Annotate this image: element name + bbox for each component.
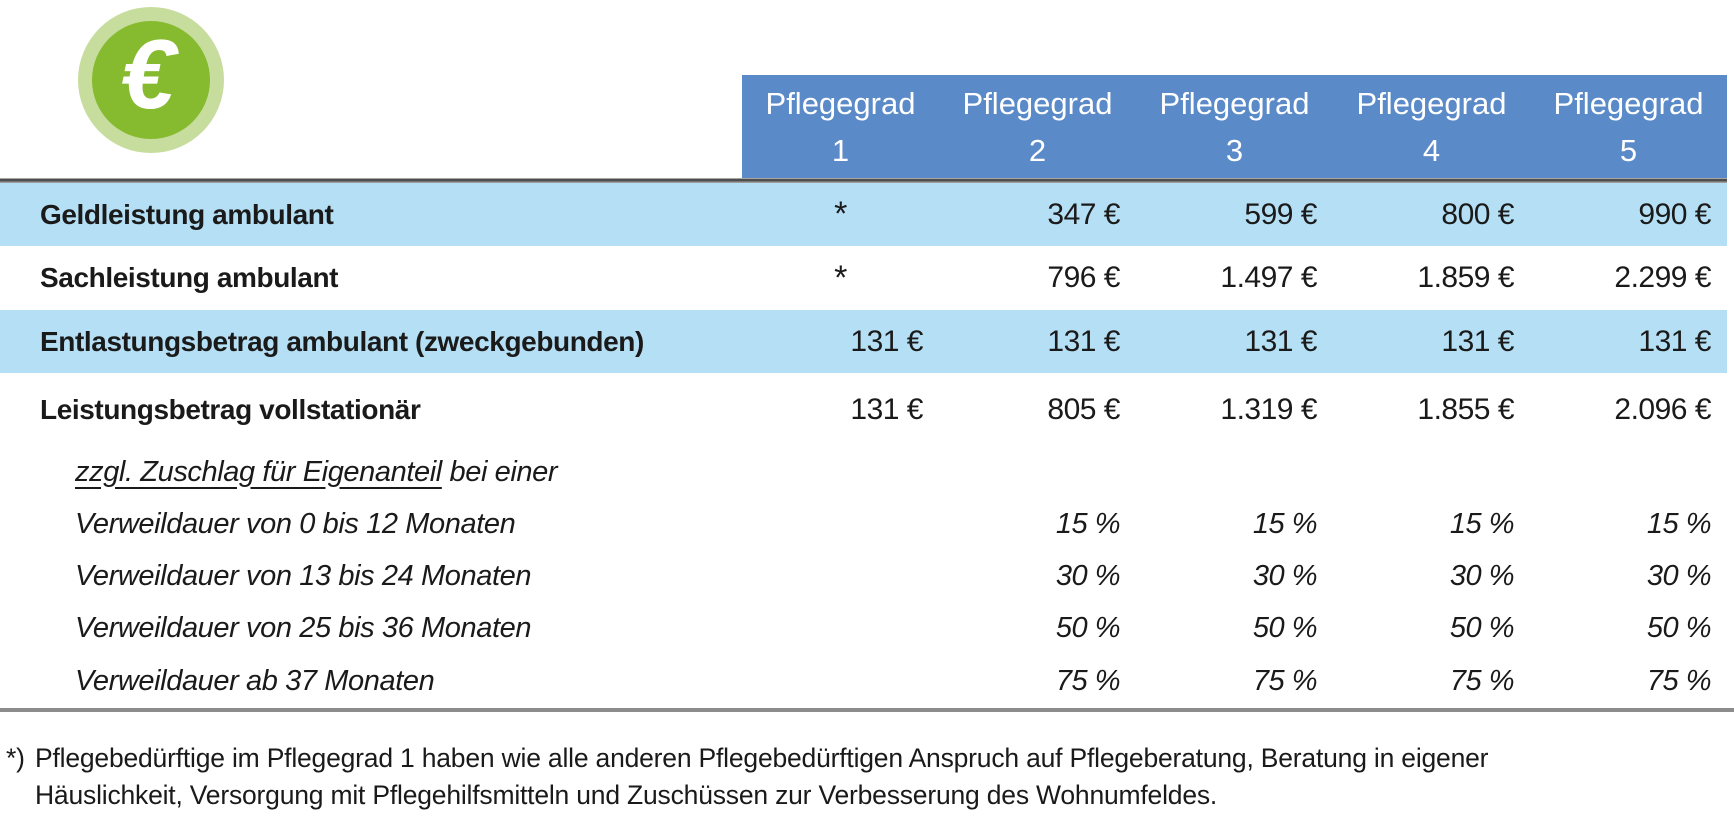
cell-value: * (834, 258, 847, 297)
cell-value: 2.299 € (1614, 261, 1711, 294)
euro-coin-inner: € (92, 18, 210, 139)
table-subrow-verweildauer-ab-37: Verweildauer ab 37 Monaten 75 % 75 % 75 … (0, 654, 1727, 708)
cell-value: 131 € (1047, 324, 1120, 358)
table-top-rule (0, 178, 1727, 183)
subrow-label-rest: bei einer (441, 455, 558, 488)
cell-value: 15 % (1449, 507, 1515, 540)
cell-value: 1.497 € (1220, 261, 1317, 294)
row-label: Geldleistung ambulant (40, 198, 334, 230)
footnote: *) Pflegebedürftige im Pflegegrad 1 habe… (6, 740, 1488, 814)
cell-value: 2.096 € (1614, 392, 1711, 426)
cell-value: 131 € (1244, 324, 1317, 358)
header-col-pflegegrad-3: Pflegegrad 3 (1136, 75, 1333, 178)
row-label: Entlastungsbetrag ambulant (zweckgebunde… (40, 325, 644, 357)
footnote-line-2: Häuslichkeit, Versorgung mit Pflegehilfs… (35, 780, 1218, 810)
header-col-pflegegrad-2: Pflegegrad 2 (939, 75, 1136, 178)
cell-value: 131 € (850, 324, 923, 358)
subrow-label: Verweildauer ab 37 Monaten (75, 664, 435, 697)
cell-value: * (834, 195, 847, 233)
cell-value: 1.859 € (1417, 261, 1514, 294)
table-subrow-zuschlag-header: zzgl. Zuschlag für Eigenanteil bei einer (0, 446, 1727, 498)
cell-value: 599 € (1244, 197, 1317, 231)
header-label: Pflegegrad (765, 85, 916, 121)
table-row-geldleistung: Geldleistung ambulant * 347 € 599 € 800 … (0, 183, 1727, 246)
table-row-sachleistung: Sachleistung ambulant * 796 € 1.497 € 1.… (0, 246, 1727, 310)
cell-value: 75 % (1646, 664, 1712, 697)
header-col-pflegegrad-1: Pflegegrad 1 (742, 75, 939, 178)
table-subrow-verweildauer-0-12: Verweildauer von 0 bis 12 Monaten 15 % 1… (0, 498, 1727, 550)
header-number: 1 (831, 132, 850, 168)
cell-value: 30 % (1055, 559, 1121, 592)
euro-coin-icon: € (78, 7, 224, 153)
table-header-row: Pflegegrad 1 Pflegegrad 2 Pflegegrad 3 P… (742, 75, 1727, 178)
footnote-line-1: Pflegebedürftige im Pflegegrad 1 haben w… (35, 743, 1489, 773)
cell-value: 50 % (1055, 611, 1121, 644)
cell-value: 131 € (1638, 324, 1711, 358)
cell-value: 990 € (1638, 197, 1711, 231)
cell-value: 30 % (1449, 559, 1515, 592)
header-number: 5 (1619, 132, 1638, 168)
subrow-label: Verweildauer von 0 bis 12 Monaten (75, 507, 516, 540)
row-label: Leistungsbetrag vollstationär (40, 393, 421, 425)
table-bottom-rule (0, 708, 1734, 712)
cell-value: 15 % (1252, 507, 1318, 540)
table-subrow-verweildauer-25-36: Verweildauer von 25 bis 36 Monaten 50 % … (0, 602, 1727, 654)
footnote-marker: *) (6, 743, 25, 773)
cell-value: 15 % (1646, 507, 1712, 540)
header-number: 2 (1028, 132, 1047, 168)
cell-value: 1.855 € (1417, 392, 1514, 426)
table-row-entlastungsbetrag: Entlastungsbetrag ambulant (zweckgebunde… (0, 310, 1727, 373)
table-subrow-verweildauer-13-24: Verweildauer von 13 bis 24 Monaten 30 % … (0, 550, 1727, 602)
header-number: 3 (1225, 132, 1244, 168)
header-label: Pflegegrad (1553, 85, 1704, 121)
euro-symbol: € (120, 18, 176, 129)
cell-value: 131 € (850, 392, 923, 426)
cell-value: 805 € (1047, 392, 1120, 426)
row-label: Sachleistung ambulant (40, 262, 339, 293)
header-label: Pflegegrad (1159, 85, 1310, 121)
cell-value: 50 % (1252, 611, 1318, 644)
cell-value: 1.319 € (1220, 392, 1317, 426)
subrow-label: Verweildauer von 13 bis 24 Monaten (75, 559, 532, 592)
cell-value: 50 % (1646, 611, 1712, 644)
header-label: Pflegegrad (1356, 85, 1507, 121)
table-row-leistungsbetrag: Leistungsbetrag vollstationär 131 € 805 … (0, 373, 1727, 446)
cell-value: 75 % (1252, 664, 1318, 697)
subrow-label: zzgl. Zuschlag für Eigenanteil bei einer (0, 456, 742, 489)
cell-value: 800 € (1441, 197, 1514, 231)
header-col-pflegegrad-4: Pflegegrad 4 (1333, 75, 1530, 178)
cell-value: 50 % (1449, 611, 1515, 644)
cell-value: 75 % (1055, 664, 1121, 697)
header-col-pflegegrad-5: Pflegegrad 5 (1530, 75, 1727, 178)
cell-value: 30 % (1252, 559, 1318, 592)
cell-value: 75 % (1449, 664, 1515, 697)
subrow-label: Verweildauer von 25 bis 36 Monaten (75, 611, 532, 644)
header-label: Pflegegrad (962, 85, 1113, 121)
cell-value: 347 € (1047, 197, 1120, 231)
cell-value: 15 % (1055, 507, 1121, 540)
footnote-text: Pflegebedürftige im Pflegegrad 1 haben w… (35, 740, 1488, 814)
cell-value: 796 € (1047, 261, 1120, 294)
cell-value: 30 % (1646, 559, 1712, 592)
header-number: 4 (1422, 132, 1441, 168)
subrow-label-underlined: zzgl. Zuschlag für Eigenanteil (75, 455, 442, 488)
cell-value: 131 € (1441, 324, 1514, 358)
